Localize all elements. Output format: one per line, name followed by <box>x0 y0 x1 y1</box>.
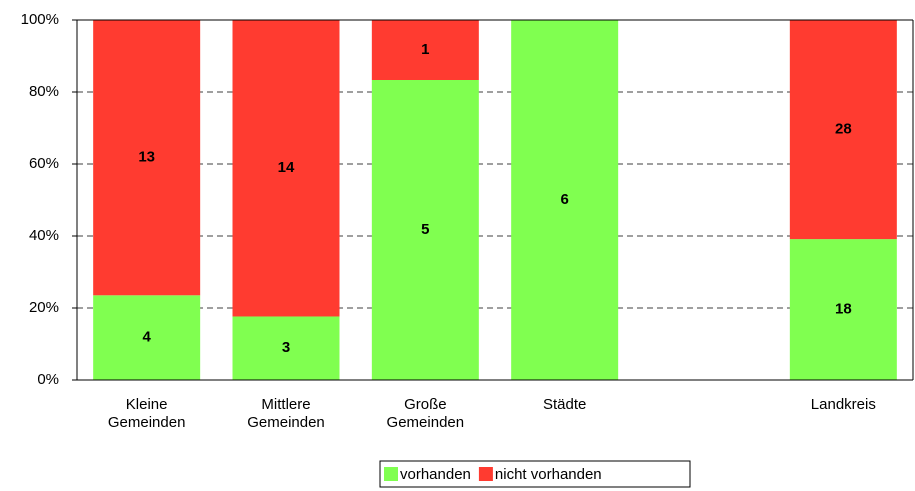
legend-box <box>379 460 691 488</box>
data-label: 1 <box>421 41 429 58</box>
data-label: 14 <box>278 159 295 176</box>
bar-segment <box>93 295 201 380</box>
bar-segment <box>789 20 897 240</box>
bar-segment <box>93 20 201 296</box>
y-tick-label: 100% <box>21 11 59 28</box>
data-label: 28 <box>835 121 852 138</box>
legend-label: nicht vorhanden <box>495 466 602 483</box>
bar-segment <box>371 20 479 80</box>
bar-segment <box>789 239 897 380</box>
x-tick-label: Große Gemeinden <box>386 396 465 431</box>
y-tick-label: 0% <box>37 371 59 388</box>
legend-swatch <box>384 467 398 481</box>
data-label: 6 <box>560 191 568 208</box>
bar-segment <box>511 20 619 380</box>
data-label: 3 <box>282 339 290 356</box>
x-tick-label: Landkreis <box>810 396 876 413</box>
x-tick-label: Kleine Gemeinden <box>107 396 186 431</box>
y-tick-label: 20% <box>29 299 59 316</box>
bar-segment <box>232 20 340 317</box>
data-label: 18 <box>835 301 852 318</box>
bar-segment <box>371 80 479 380</box>
data-label: 4 <box>142 329 151 346</box>
legend-label: vorhanden <box>400 466 471 483</box>
x-tick-label: Städte <box>542 396 587 413</box>
x-tick-label: Mittlere Gemeinden <box>247 396 325 431</box>
data-label: 5 <box>421 221 429 238</box>
y-tick-label: 40% <box>29 227 59 244</box>
y-tick-label: 80% <box>29 83 59 100</box>
bar-segment <box>232 316 340 380</box>
data-label: 13 <box>138 149 155 166</box>
y-tick-label: 60% <box>29 155 59 172</box>
legend-swatch <box>478 467 493 481</box>
